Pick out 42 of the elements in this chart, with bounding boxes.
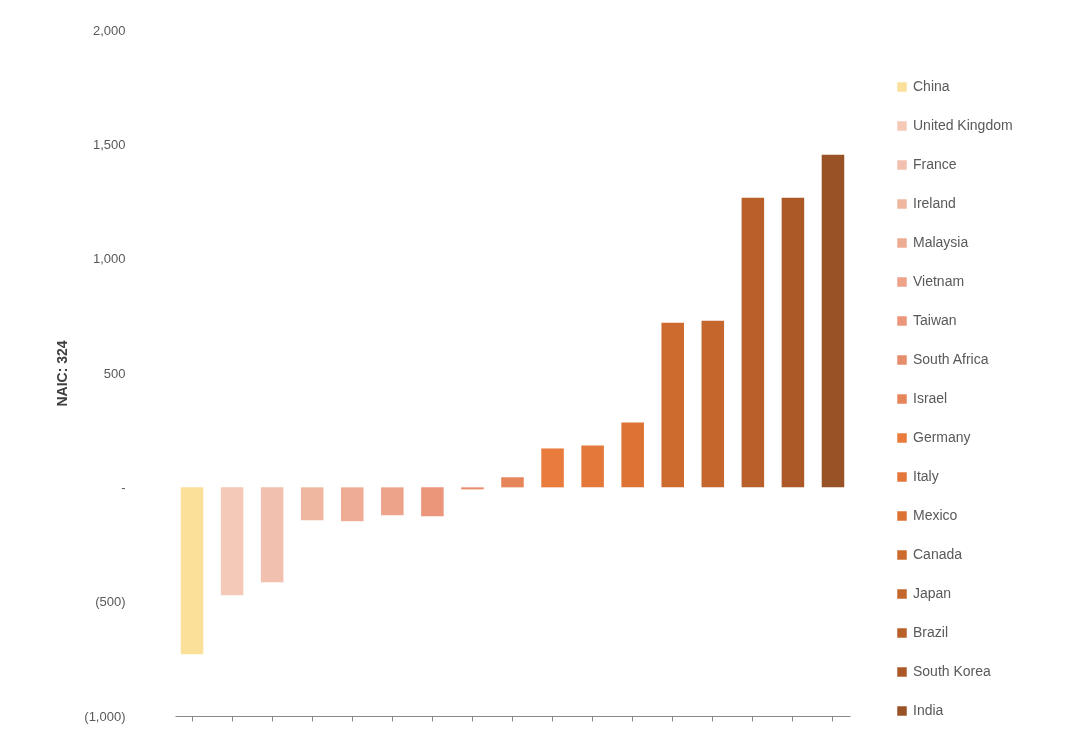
bar <box>260 487 284 583</box>
legend-label: South Korea <box>913 663 992 679</box>
y-tick-label: - <box>121 479 126 495</box>
bar <box>541 448 564 488</box>
y-tick-label: 500 <box>103 365 126 381</box>
legend-label: Italy <box>913 468 939 484</box>
bar <box>581 445 604 488</box>
y-axis-title: NAIC: 324 <box>54 340 71 407</box>
legend-label: Malaysia <box>913 234 969 250</box>
legend-label: Taiwan <box>913 312 957 328</box>
bar <box>661 322 684 488</box>
bar <box>701 320 725 488</box>
legend-label: Germany <box>913 429 971 445</box>
y-tick-label: 1,500 <box>92 136 126 152</box>
legend-label: United Kingdom <box>913 117 1013 133</box>
legend-label: Japan <box>913 585 952 601</box>
legend-label: France <box>913 156 957 172</box>
bar <box>781 197 805 488</box>
bar <box>180 487 204 655</box>
bar <box>220 487 244 596</box>
legend-label: Vietnam <box>913 273 965 289</box>
bar <box>461 487 484 490</box>
legend-label: Mexico <box>913 507 958 523</box>
bar <box>421 487 444 517</box>
bar <box>501 477 524 488</box>
y-tick-label: 1,000 <box>92 251 126 267</box>
legend-label: Ireland <box>913 195 956 211</box>
y-tick-label: (1,000) <box>84 708 126 724</box>
legend-label: China <box>913 78 950 94</box>
bar <box>621 422 644 488</box>
y-tick-label: (500) <box>95 594 126 610</box>
legend-label: Brazil <box>913 624 949 640</box>
legend-label: India <box>913 702 944 718</box>
legend-label: Israel <box>913 390 948 406</box>
y-tick-label: 2,000 <box>92 22 126 38</box>
bar <box>341 487 364 522</box>
bar <box>741 197 765 488</box>
legend-label: Canada <box>913 546 963 562</box>
legend-label: South Africa <box>913 351 989 367</box>
bar <box>821 154 845 488</box>
bar <box>300 487 324 521</box>
bar <box>381 487 404 516</box>
